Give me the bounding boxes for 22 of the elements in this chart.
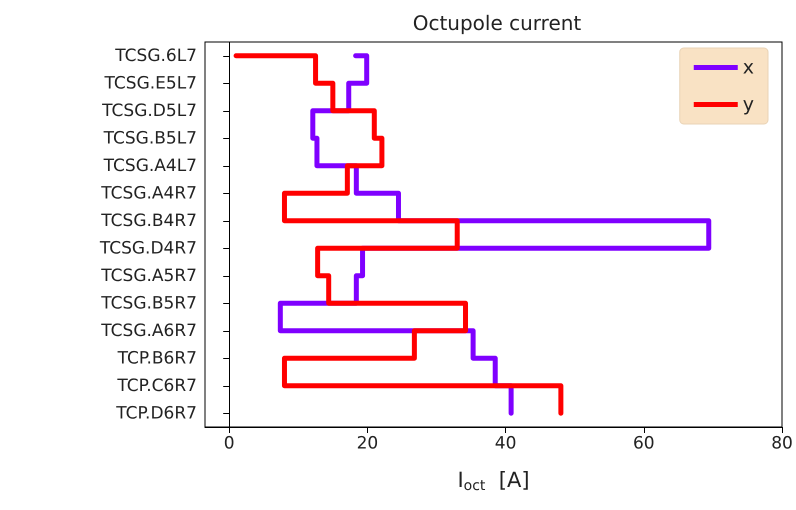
y-tick-label: TCSG.D4R7 <box>98 238 197 258</box>
y-tick-label: TCSG.B5R7 <box>100 293 197 314</box>
y-tick-label: TCSG.B5L7 <box>102 128 197 148</box>
chart-title: Octupole current <box>412 11 582 35</box>
y-tick-label: TCSG.D5L7 <box>101 100 197 121</box>
y-tick-label: TCP.D6R7 <box>115 403 197 424</box>
y-tick-label: TCSG.A5R7 <box>100 266 197 286</box>
y-tick-label: TCSG.A4R7 <box>100 183 197 204</box>
y-tick-label: TCSG.A4L7 <box>102 156 197 176</box>
y-tick-label: TCP.B6R7 <box>116 348 197 368</box>
y-tick-label: TCP.C6R7 <box>116 376 197 396</box>
x-tick-label: 20 <box>356 434 378 454</box>
y-tick-label: TCSG.A6R7 <box>100 320 197 341</box>
x-tick-label: 0 <box>224 434 235 454</box>
legend-label: x <box>742 56 754 78</box>
x-tick-label: 80 <box>771 434 793 454</box>
x-tick-label: 60 <box>632 434 655 454</box>
x-tick-label: 40 <box>494 434 516 454</box>
y-tick-label: TCSG.B4R7 <box>100 210 197 231</box>
legend-label: y <box>742 94 754 116</box>
y-tick-label: TCSG.E5L7 <box>104 73 197 94</box>
y-tick-label: TCSG.6L7 <box>114 46 197 66</box>
